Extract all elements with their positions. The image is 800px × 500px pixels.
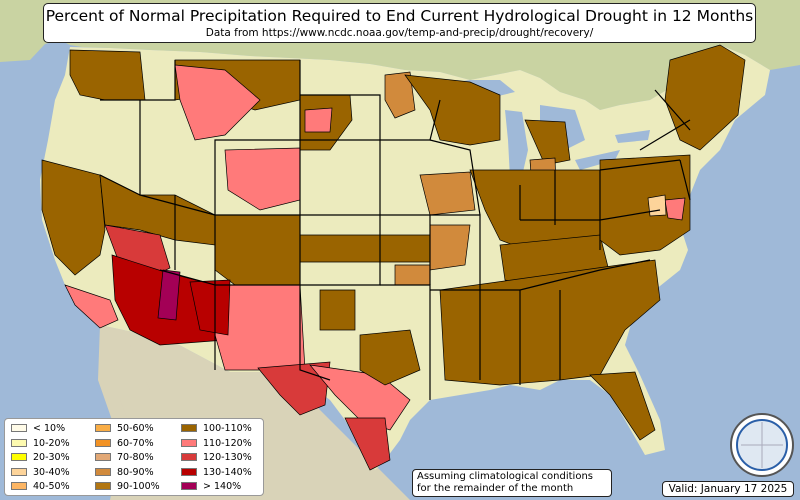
legend-swatch: [11, 453, 27, 461]
legend-label: 40-50%: [33, 481, 70, 492]
map-subtitle: Data from https://www.ncdc.noaa.gov/temp…: [205, 27, 594, 39]
legend-label: 100-110%: [203, 423, 252, 434]
region-colorado-west: [214, 214, 301, 286]
legend-swatch: [95, 482, 111, 490]
legend-swatch: [95, 438, 111, 447]
region-minnesota: [384, 71, 416, 119]
region-kansas-east: [394, 264, 431, 286]
map-title: Percent of Normal Precipitation Required…: [45, 7, 754, 25]
nexlab-logo: [730, 413, 794, 477]
legend-label: 70-80%: [117, 452, 154, 463]
legend-label: 10-20%: [33, 437, 70, 449]
region-florida: [589, 371, 656, 441]
legend: < 10% 10-20% 20-30% 30-40% 40-50% 50-60% 60-70…: [4, 418, 264, 496]
legend-label: 120-130%: [203, 452, 252, 463]
legend-label: 90-100%: [117, 481, 160, 492]
legend-swatch: [11, 482, 27, 490]
legend-label: 50-60%: [117, 423, 154, 434]
legend-swatch: [11, 467, 27, 476]
legend-swatch: [95, 453, 111, 461]
legend-label: 30-40%: [33, 466, 70, 478]
great-lake-erie: [575, 150, 620, 170]
region-four-corners: [157, 269, 181, 321]
legend-swatch: [181, 424, 197, 432]
region-oklahoma: [319, 289, 356, 331]
region-plains-sd: [304, 107, 333, 133]
legend-swatch: [11, 438, 27, 447]
region-missouri: [429, 224, 471, 271]
assumption-note: Assuming climatological conditions for t…: [412, 469, 612, 497]
legend-label: 110-120%: [203, 437, 252, 449]
note-line-2: for the remainder of the month: [417, 483, 574, 494]
legend-swatch: [95, 467, 111, 476]
legend-label: 130-140%: [203, 466, 252, 478]
drought-regions: [41, 44, 746, 471]
region-montana-west: [174, 64, 261, 141]
region-mid-atlantic: [664, 197, 686, 221]
region-east-texas: [359, 329, 421, 386]
title-box: Percent of Normal Precipitation Required…: [43, 3, 756, 43]
legend-label: 60-70%: [117, 437, 154, 449]
legend-swatch: [95, 424, 111, 432]
valid-date: Valid: January 17 2025: [662, 481, 794, 497]
region-nm-dark: [189, 279, 231, 336]
legend-swatch: [181, 453, 197, 461]
state-borders: [99, 60, 691, 400]
region-socal: [64, 284, 119, 329]
legend-swatch: [181, 438, 197, 447]
legend-label: < 10%: [33, 423, 66, 434]
great-lake-ontario: [615, 130, 650, 143]
region-kansas: [299, 234, 431, 263]
region-texas-coast: [344, 417, 391, 471]
great-lake-michigan: [505, 110, 528, 185]
legend-swatch: [11, 424, 27, 432]
region-great-lakes: [404, 74, 501, 146]
region-west-texas: [257, 361, 331, 416]
note-line-1: Assuming climatological conditions: [417, 471, 593, 482]
region-wyoming: [224, 147, 301, 211]
legend-swatch: [181, 482, 197, 490]
region-mid-atlantic-light: [647, 194, 667, 217]
region-michigan: [524, 119, 571, 166]
legend-label: 80-90%: [117, 466, 154, 478]
legend-label: 20-30%: [33, 452, 70, 463]
legend-swatch: [181, 467, 197, 476]
legend-label: > 140%: [203, 481, 242, 492]
region-pacific-northwest: [69, 49, 146, 101]
region-iowa: [419, 171, 476, 216]
